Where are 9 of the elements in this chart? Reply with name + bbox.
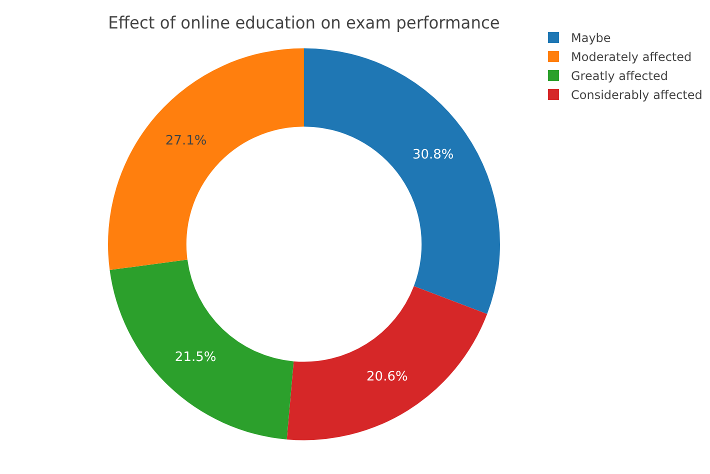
data-label: 27.1% — [165, 133, 207, 148]
legend-label: Considerably affected — [571, 88, 702, 102]
data-label: 20.6% — [366, 369, 408, 384]
legend-label: Greatly affected — [571, 68, 668, 82]
data-label: 21.5% — [174, 350, 216, 365]
legend-label: Maybe — [571, 30, 611, 44]
chart-title: Effect of online education on exam performance — [108, 13, 500, 33]
data-label: 30.8% — [412, 148, 454, 163]
legend-label: Moderately affected — [571, 50, 692, 64]
